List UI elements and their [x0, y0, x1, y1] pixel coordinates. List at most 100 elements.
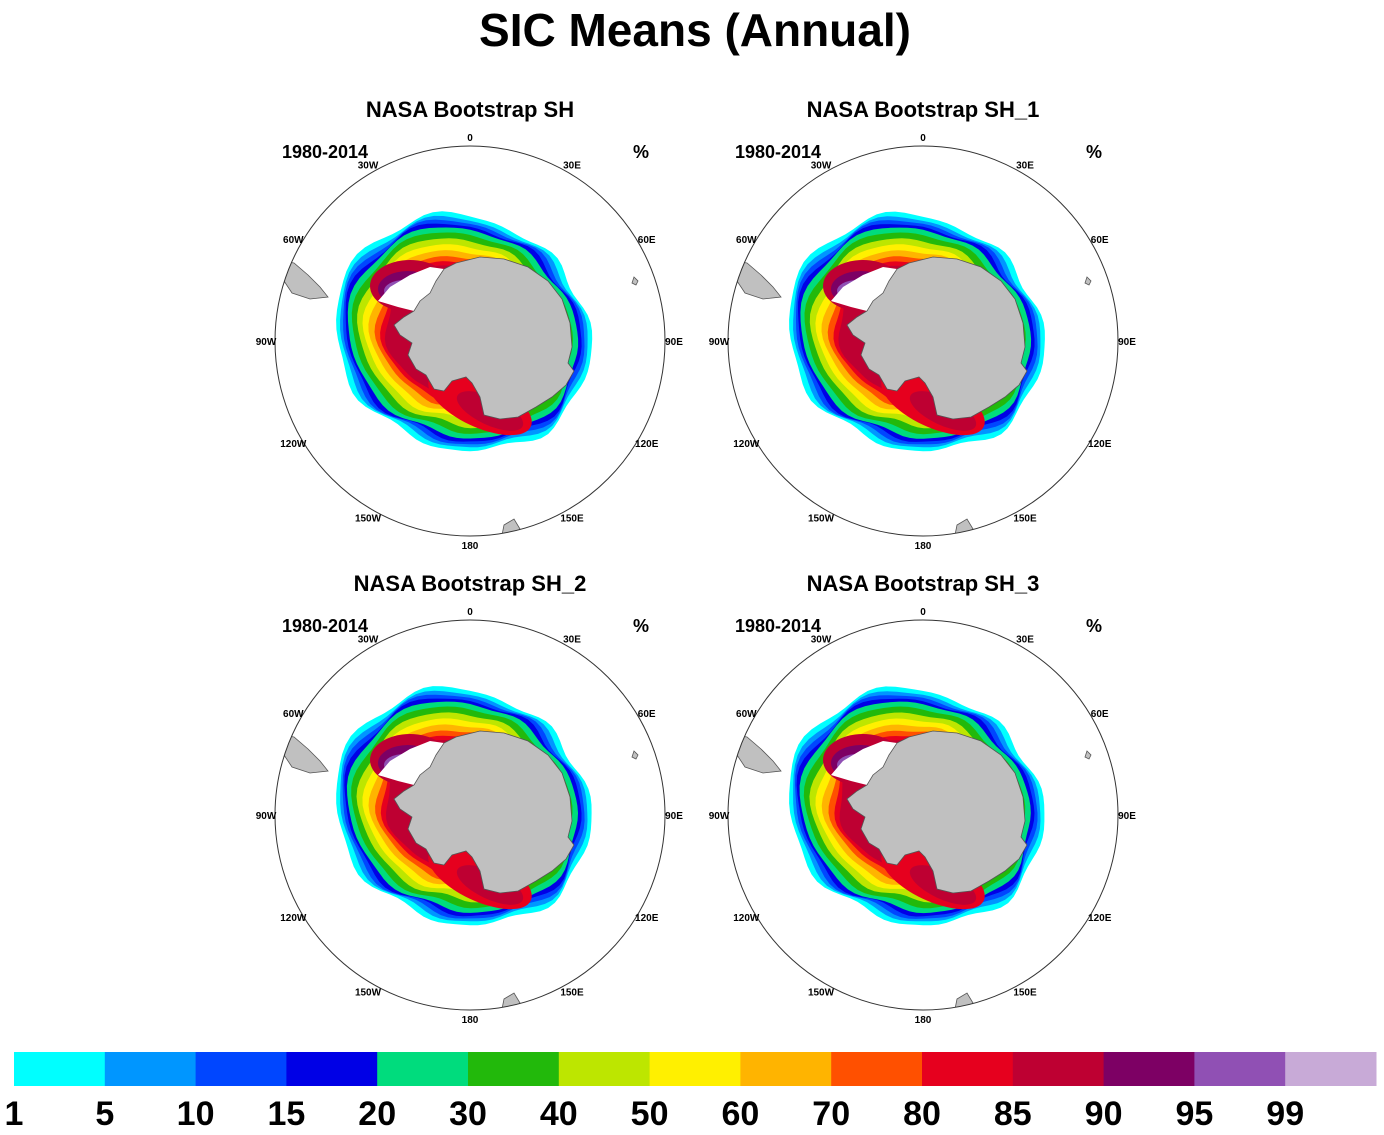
- south-america-land: [734, 734, 782, 774]
- map-panel-3: NASA Bootstrap SH_3 1980-2014 % 0 30E 60E 90E 1…: [709, 571, 1137, 1026]
- map-panel-1: NASA Bootstrap SH_1 1980-2014 % 0 30E 60E 90E 1…: [709, 97, 1137, 552]
- longitude-label: 150E: [560, 514, 584, 525]
- longitude-label: 180: [915, 541, 932, 552]
- colorbar-label: 15: [267, 1095, 305, 1133]
- ice-shelf: [378, 741, 444, 785]
- longitude-label: 180: [915, 1015, 932, 1026]
- antarctica-land: [846, 730, 1028, 894]
- colorbar-box: [468, 1052, 560, 1086]
- longitude-label: 150W: [808, 988, 835, 999]
- longitude-label: 0: [467, 133, 473, 144]
- panel-period: 1980-2014: [735, 142, 821, 162]
- colorbar-box: [1194, 1052, 1286, 1086]
- panel-period: 1980-2014: [282, 142, 368, 162]
- antarctica-land: [393, 256, 575, 420]
- colorbar-label: 95: [1175, 1095, 1213, 1133]
- longitude-label: 90W: [709, 811, 730, 822]
- panel-title: NASA Bootstrap SH_1: [807, 97, 1040, 122]
- longitude-label: 90E: [1118, 337, 1136, 348]
- panel-units: %: [633, 142, 649, 162]
- longitude-label: 60E: [1091, 709, 1109, 720]
- colorbar-label: 40: [540, 1095, 578, 1133]
- colorbar-label: 90: [1085, 1095, 1123, 1133]
- colorbar-label: 99: [1266, 1095, 1304, 1133]
- longitude-label: 90W: [256, 337, 277, 348]
- colorbar-label: 10: [177, 1095, 215, 1133]
- map-boundary: [274, 619, 666, 1011]
- colorbar-box: [740, 1052, 832, 1086]
- longitude-label: 90E: [1118, 811, 1136, 822]
- colorbar-label: 60: [721, 1095, 759, 1133]
- colorbar-box: [1103, 1052, 1195, 1086]
- colorbar-box: [195, 1052, 287, 1086]
- longitude-label: 150W: [808, 514, 835, 525]
- panel-period: 1980-2014: [282, 616, 368, 636]
- ice-shelf: [831, 267, 897, 311]
- longitude-label: 30E: [1016, 160, 1034, 171]
- longitude-label: 150W: [355, 988, 382, 999]
- longitude-label: 30W: [358, 160, 379, 171]
- colorbar-label: 30: [449, 1095, 487, 1133]
- antarctica-land: [393, 730, 575, 894]
- sea-ice-field: [275, 620, 665, 1010]
- panel-units: %: [1086, 616, 1102, 636]
- colorbar: 1 5 10 15 20 30 40 50 60 70 80 85 90 95 99: [5, 1052, 1377, 1133]
- ice-shelf: [831, 741, 897, 785]
- colorbar-box: [922, 1052, 1014, 1086]
- longitude-label: 30W: [811, 634, 832, 645]
- colorbar-box: [1285, 1052, 1377, 1086]
- colorbar-box: [649, 1052, 741, 1086]
- panel-units: %: [633, 616, 649, 636]
- longitude-label: 120W: [280, 439, 307, 450]
- longitude-label: 60W: [283, 709, 304, 720]
- longitude-label: 90E: [665, 337, 683, 348]
- map-boundary: [727, 619, 1119, 1011]
- longitude-label: 150E: [560, 988, 584, 999]
- island-land: [1084, 276, 1092, 286]
- colorbar-label: 85: [994, 1095, 1032, 1133]
- colorbar-label: 1: [5, 1095, 24, 1133]
- longitude-label: 60E: [638, 709, 656, 720]
- panel-units: %: [1086, 142, 1102, 162]
- longitude-label: 90E: [665, 811, 683, 822]
- south-america-land: [734, 260, 782, 300]
- colorbar-label: 5: [95, 1095, 114, 1133]
- longitude-label: 60W: [736, 235, 757, 246]
- sea-ice-field: [275, 146, 665, 536]
- ice-shelf: [378, 267, 444, 311]
- colorbar-label: 50: [631, 1095, 669, 1133]
- map-boundary: [727, 145, 1119, 537]
- colorbar-box: [558, 1052, 651, 1086]
- longitude-label: 120E: [635, 439, 659, 450]
- longitude-label: 30W: [358, 634, 379, 645]
- colorbar-label: 20: [358, 1095, 396, 1133]
- longitude-label: 120W: [733, 439, 760, 450]
- map-boundary: [274, 145, 666, 537]
- longitude-label: 60E: [638, 235, 656, 246]
- longitude-label: 120W: [280, 913, 307, 924]
- longitude-label: 60W: [283, 235, 304, 246]
- longitude-label: 120E: [1088, 913, 1112, 924]
- colorbar-box: [1012, 1052, 1105, 1086]
- colorbar-label: 70: [812, 1095, 850, 1133]
- longitude-label: 30E: [563, 160, 581, 171]
- longitude-label: 150E: [1013, 514, 1037, 525]
- colorbar-box: [831, 1052, 923, 1086]
- longitude-label: 30E: [563, 634, 581, 645]
- sea-ice-field: [728, 620, 1118, 1010]
- map-panels: NASA Bootstrap SH 1980-2014 % 0 30E 60E 90E 120…: [256, 97, 1137, 1026]
- longitude-label: 90W: [709, 337, 730, 348]
- south-america-land: [281, 260, 329, 300]
- map-panel-0: NASA Bootstrap SH 1980-2014 % 0 30E 60E 90E 120…: [256, 97, 684, 552]
- figure-title: SIC Means (Annual): [479, 4, 911, 56]
- longitude-label: 0: [920, 133, 926, 144]
- longitude-label: 150W: [355, 514, 382, 525]
- longitude-label: 120W: [733, 913, 760, 924]
- longitude-label: 60W: [736, 709, 757, 720]
- panel-title: NASA Bootstrap SH_2: [354, 571, 587, 596]
- panel-title: NASA Bootstrap SH_3: [807, 571, 1040, 596]
- sea-ice-field: [728, 146, 1118, 536]
- longitude-label: 180: [462, 541, 479, 552]
- colorbar-label: 80: [903, 1095, 941, 1133]
